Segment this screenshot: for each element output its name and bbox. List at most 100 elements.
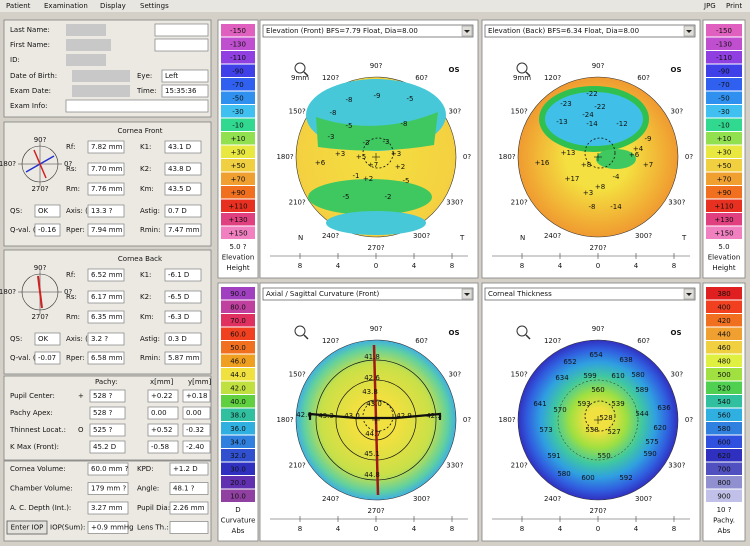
dropdown-label[interactable]: Corneal Thickness bbox=[488, 290, 552, 298]
scale-label: 560 bbox=[717, 411, 730, 419]
field-label: Date of Birth: bbox=[10, 72, 57, 80]
menu-item[interactable]: JPG bbox=[703, 2, 716, 10]
field-value: 7.47 mm bbox=[168, 226, 200, 234]
menu-item[interactable]: Examination bbox=[44, 2, 88, 10]
mm-tick-label: 0 bbox=[374, 262, 378, 270]
degree-label: 180? bbox=[276, 416, 293, 424]
field-value: 45.2 D bbox=[93, 443, 116, 451]
nasal-label: N bbox=[298, 234, 303, 242]
scale-swatch bbox=[706, 159, 742, 172]
axis-label: 270? bbox=[31, 313, 48, 321]
menu-item[interactable]: Patient bbox=[6, 2, 31, 10]
scale-swatch bbox=[706, 51, 742, 64]
scale-swatch bbox=[221, 91, 255, 104]
button[interactable] bbox=[6, 520, 48, 535]
field-box bbox=[154, 38, 209, 52]
scale-label: 500 bbox=[717, 371, 730, 379]
map-value: 636 bbox=[657, 404, 671, 412]
field-box bbox=[34, 204, 61, 218]
field-value: OK bbox=[38, 207, 49, 215]
dropdown[interactable] bbox=[262, 287, 474, 301]
menu-bar bbox=[0, 0, 750, 12]
zoom-icon bbox=[294, 62, 306, 74]
map-value: +2 bbox=[395, 163, 405, 171]
scale-label: 540 bbox=[717, 398, 730, 406]
scale-label: +70 bbox=[231, 175, 246, 183]
field-box bbox=[164, 162, 202, 176]
dropdown-label[interactable]: Elevation (Back) BFS=6.34 Float, Dia=8.0… bbox=[488, 27, 639, 35]
dropdown[interactable] bbox=[262, 24, 474, 38]
scale-label: 32.0 bbox=[230, 452, 246, 460]
map-value: 575 bbox=[645, 438, 658, 446]
map-value: 573 bbox=[539, 426, 552, 434]
scale-swatch bbox=[706, 91, 742, 104]
degree-label: 0? bbox=[463, 153, 471, 161]
axis-line bbox=[33, 149, 47, 179]
field-value: OK bbox=[38, 335, 49, 343]
degree-label: 30? bbox=[448, 108, 461, 116]
scale-label: -30 bbox=[232, 108, 243, 116]
map-value: 591 bbox=[547, 452, 560, 460]
field-box bbox=[164, 351, 202, 365]
scale-label: 520 bbox=[717, 384, 730, 392]
mm-tick-label: 4 bbox=[558, 262, 563, 270]
field-label: Chamber Volume: bbox=[10, 485, 73, 493]
field-box bbox=[169, 462, 209, 476]
scale-swatch bbox=[706, 368, 742, 381]
field-box bbox=[169, 521, 209, 534]
menu-item[interactable]: Print bbox=[726, 2, 742, 10]
zoom-icon bbox=[525, 334, 531, 340]
field-label: Rmin: bbox=[140, 226, 160, 234]
field-value: 0.3 D bbox=[168, 335, 187, 343]
field-value: -0.07 bbox=[38, 354, 56, 362]
field-label: Q-val. (6mm) bbox=[10, 226, 57, 234]
menu-item[interactable]: Display bbox=[100, 2, 126, 10]
map-value: +2 bbox=[363, 175, 373, 183]
map-value: +4 bbox=[633, 145, 644, 153]
field-label: Lens Th.: bbox=[137, 524, 169, 532]
degree-label: 330? bbox=[668, 199, 685, 207]
scale-swatch bbox=[221, 24, 255, 37]
scale-label: 400 bbox=[717, 303, 730, 311]
scale-label: 440 bbox=[717, 330, 730, 338]
menu-item[interactable]: Settings bbox=[140, 2, 169, 10]
map-value: -22 bbox=[586, 90, 597, 98]
degree-label: 30? bbox=[448, 371, 461, 379]
mm-tick-label: 4 bbox=[634, 262, 639, 270]
mm-tick-label: 4 bbox=[634, 525, 639, 533]
field-label: Pachy Apex: bbox=[10, 409, 53, 417]
field-value: 7.94 mm bbox=[91, 226, 123, 234]
map-value: 600 bbox=[581, 474, 594, 482]
map-value: -3 bbox=[328, 133, 335, 141]
field-label: Km: bbox=[140, 313, 154, 321]
scale-swatch bbox=[221, 462, 255, 475]
dropdown[interactable] bbox=[484, 287, 696, 301]
degree-label: 150? bbox=[289, 108, 306, 116]
field-box bbox=[87, 204, 125, 218]
scale-swatch bbox=[221, 327, 255, 340]
field-box bbox=[161, 69, 209, 83]
map-value: 45.1 bbox=[364, 450, 380, 458]
dropdown[interactable] bbox=[484, 24, 696, 38]
map-value: -22 bbox=[594, 103, 605, 111]
dropdown-label[interactable]: Elevation (Front) BFS=7.79 Float, Dia=8.… bbox=[266, 27, 418, 35]
field-label: QS: bbox=[10, 335, 22, 343]
button-label[interactable]: Enter IOP bbox=[11, 524, 44, 532]
scale-swatch bbox=[221, 132, 255, 145]
dropdown-label[interactable]: Axial / Sagittal Curvature (Front) bbox=[266, 290, 379, 298]
redacted bbox=[72, 85, 130, 97]
map-value: +13 bbox=[561, 149, 576, 157]
section-title: Cornea Back bbox=[118, 255, 163, 263]
degree-label: 240? bbox=[544, 495, 561, 503]
mm-tick-label: 0 bbox=[596, 262, 600, 270]
field-value: 0.00 bbox=[186, 409, 202, 417]
map-value: -5 bbox=[343, 193, 350, 201]
mm-tick-label: 8 bbox=[520, 525, 524, 533]
field-value: 15:35:36 bbox=[165, 87, 197, 95]
map-value: 44.8 bbox=[364, 471, 380, 479]
degree-label: 30? bbox=[670, 108, 683, 116]
mm-tick-label: 4 bbox=[336, 262, 341, 270]
field-box bbox=[87, 223, 125, 237]
scale-swatch bbox=[706, 422, 742, 435]
mm-tick-label: 8 bbox=[672, 525, 676, 533]
